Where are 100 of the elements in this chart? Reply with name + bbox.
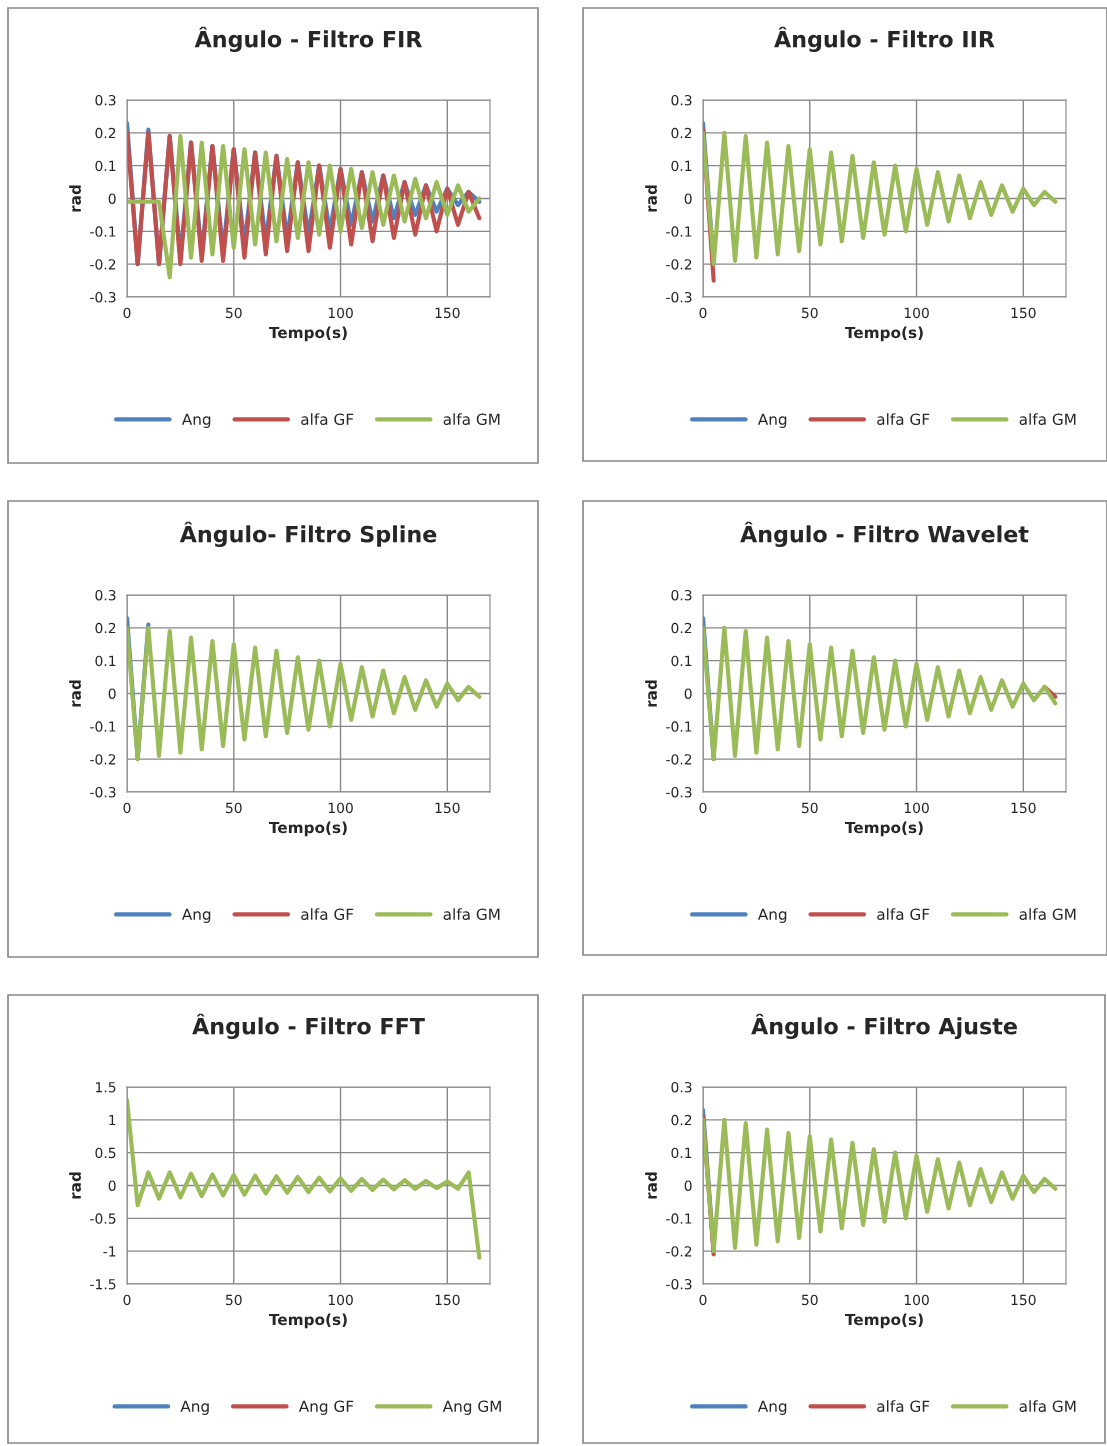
y-tick-label: -0.1: [90, 226, 116, 237]
chart-title: Ângulo - Filtro FIR: [194, 26, 422, 53]
x-axis-title: Tempo(s): [844, 821, 923, 837]
y-tick-label: -0.1: [666, 226, 692, 237]
legend-label: Ang: [757, 1400, 787, 1415]
x-tick-label: 0: [699, 1294, 707, 1306]
x-tick-label: 100: [904, 802, 929, 814]
y-tick-label: 0.1: [671, 160, 692, 172]
legend-label: alfa GM: [1019, 413, 1076, 426]
legend-label: Ang: [180, 1400, 209, 1415]
y-axis-title: rad: [69, 680, 81, 707]
x-tick-label: 50: [802, 1294, 818, 1306]
y-tick-label: -0.3: [666, 291, 692, 303]
y-tick-label: -0.2: [666, 754, 692, 765]
y-tick-label: -0.1: [666, 1213, 692, 1224]
y-tick-label: -0.1: [666, 721, 692, 732]
y-tick-label: 0.2: [671, 127, 692, 139]
y-tick-label: -0.2: [90, 754, 116, 765]
x-tick-label: 100: [904, 1294, 929, 1306]
y-tick-label: -0.2: [666, 259, 692, 270]
y-tick-label: 0: [684, 1180, 692, 1191]
y-tick-label: 0.3: [671, 94, 692, 106]
legend-label: alfa GF: [301, 413, 354, 426]
y-tick-label: 0.5: [95, 1147, 116, 1159]
y-axis-title: rad: [645, 185, 657, 212]
y-tick-label: 0.2: [671, 622, 692, 634]
legend-label: Ang: [181, 908, 211, 923]
legend-label: alfa GF: [301, 908, 354, 921]
legend-label: alfa GM: [443, 908, 500, 921]
legend-label: Ang: [757, 908, 787, 923]
y-tick-label: 0.1: [95, 160, 116, 172]
y-tick-label: 0.3: [95, 589, 116, 601]
x-tick-label: 0: [123, 1294, 131, 1306]
x-tick-label: 150: [435, 1294, 460, 1306]
x-tick-label: 0: [123, 802, 131, 814]
x-tick-label: 50: [226, 307, 242, 319]
legend-label: Ang GM: [442, 1400, 501, 1415]
chart-title: Ângulo- Filtro Spline: [179, 521, 437, 548]
y-tick-label: -0.2: [666, 1246, 692, 1257]
x-tick-label: 0: [123, 307, 131, 319]
x-axis-title: Tempo(s): [268, 326, 347, 342]
y-tick-label: -1.5: [90, 1279, 116, 1290]
y-tick-label: -0.2: [90, 259, 116, 270]
y-tick-label: 1: [109, 1114, 116, 1126]
legend-label: alfa GF: [877, 413, 930, 426]
y-tick-label: 0.3: [671, 589, 692, 601]
y-tick-label: -0.1: [90, 721, 116, 732]
y-tick-label: 0.2: [95, 127, 116, 139]
x-tick-label: 150: [1011, 802, 1036, 814]
y-tick-label: 0: [108, 688, 116, 699]
y-tick-label: -0.3: [90, 291, 116, 303]
x-tick-label: 150: [435, 802, 460, 814]
x-tick-label: 50: [802, 307, 818, 319]
y-tick-label: 0.3: [95, 94, 116, 106]
legend-label: alfa GM: [443, 413, 500, 426]
x-tick-label: 150: [1011, 307, 1036, 319]
y-tick-label: 0.2: [671, 1114, 692, 1126]
y-tick-label: 0: [684, 193, 692, 204]
y-axis-title: rad: [69, 1172, 81, 1199]
y-axis-title: rad: [645, 1172, 657, 1199]
chart-title: Ângulo - Filtro FFT: [192, 1013, 425, 1040]
x-axis-title: Tempo(s): [844, 1313, 923, 1329]
x-axis-title: Tempo(s): [268, 821, 347, 837]
x-tick-label: 50: [226, 802, 242, 814]
y-tick-label: 0: [108, 1180, 116, 1191]
x-tick-label: 100: [328, 307, 353, 319]
x-tick-label: 100: [904, 307, 929, 319]
legend-label: alfa GF: [877, 1400, 930, 1413]
y-tick-label: 0: [108, 193, 116, 204]
y-tick-label: 0.2: [95, 622, 116, 634]
y-tick-label: -1: [103, 1246, 116, 1257]
x-tick-label: 100: [328, 1294, 353, 1306]
y-axis-title: rad: [69, 185, 81, 212]
y-tick-label: 1.5: [96, 1082, 116, 1093]
legend-label: Ang GF: [298, 1400, 354, 1415]
x-tick-label: 50: [802, 802, 818, 814]
y-tick-label: 0.1: [671, 655, 692, 667]
x-tick-label: 150: [1011, 1294, 1036, 1306]
y-tick-label: -0.5: [90, 1213, 116, 1224]
legend-label: Ang: [181, 413, 211, 428]
x-tick-label: 0: [699, 307, 707, 319]
y-tick-label: 0.3: [671, 1081, 692, 1093]
y-tick-label: -0.3: [666, 1278, 692, 1290]
x-axis-title: Tempo(s): [268, 1313, 347, 1329]
legend-label: Ang: [757, 413, 787, 428]
y-tick-label: -0.3: [666, 786, 692, 798]
x-tick-label: 150: [435, 307, 460, 319]
chart-title: Ângulo - Filtro Ajuste: [751, 1013, 1017, 1040]
y-tick-label: 0: [684, 688, 692, 699]
x-tick-label: 0: [699, 802, 707, 814]
y-tick-label: -0.3: [90, 786, 116, 798]
chart-title: Ângulo - Filtro IIR: [774, 26, 995, 53]
x-tick-label: 50: [226, 1294, 242, 1306]
y-tick-label: 0.1: [671, 1147, 692, 1159]
y-tick-label: 0.1: [95, 655, 116, 667]
chart-title: Ângulo - Filtro Wavelet: [740, 521, 1029, 548]
legend-label: alfa GM: [1019, 1400, 1076, 1413]
x-tick-label: 100: [328, 802, 353, 814]
y-axis-title: rad: [645, 680, 657, 707]
x-axis-title: Tempo(s): [844, 326, 923, 342]
